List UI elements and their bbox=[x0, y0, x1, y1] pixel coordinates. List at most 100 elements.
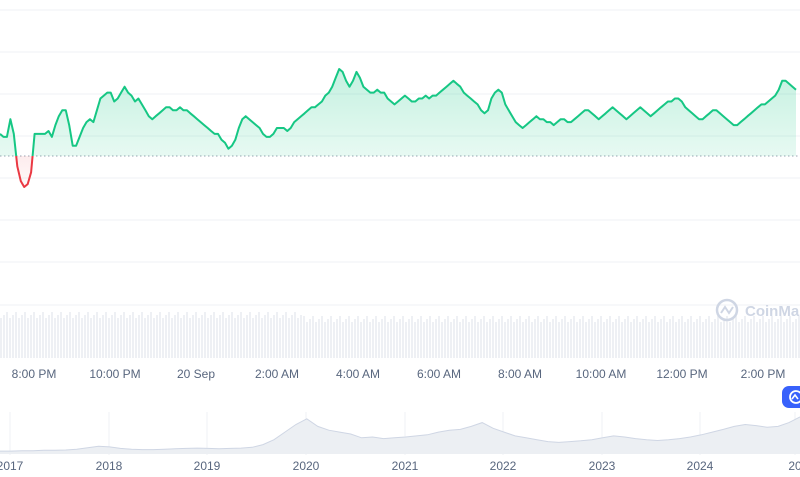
volume-bar bbox=[30, 315, 32, 358]
volume-bar bbox=[684, 322, 686, 358]
volume-bar bbox=[783, 322, 785, 358]
volume-bar bbox=[561, 319, 563, 358]
volume-bar bbox=[762, 316, 764, 358]
overview-tick-label: 2020 bbox=[293, 459, 320, 473]
volume-bar bbox=[177, 312, 179, 358]
overview-tick-label: 2017 bbox=[0, 459, 24, 473]
volume-bar bbox=[729, 322, 731, 358]
volume-bar bbox=[345, 319, 347, 358]
volume-bar bbox=[12, 315, 14, 358]
volume-bar bbox=[726, 316, 728, 358]
volume-bar bbox=[372, 319, 374, 358]
volume-bar bbox=[693, 322, 695, 358]
volume-bar bbox=[285, 312, 287, 358]
watermark: CoinMarketCap bbox=[715, 298, 800, 322]
volume-bar bbox=[714, 319, 716, 358]
volume-bar bbox=[390, 319, 392, 358]
chart-toggle-button[interactable] bbox=[782, 386, 800, 408]
volume-bar bbox=[144, 318, 146, 358]
volume-bar bbox=[741, 319, 743, 358]
volume-bar bbox=[378, 322, 380, 358]
volume-bar bbox=[696, 319, 698, 358]
volume-bar bbox=[363, 319, 365, 358]
volume-bar bbox=[15, 312, 17, 358]
volume-bar bbox=[351, 322, 353, 358]
volume-bar bbox=[540, 322, 542, 358]
volume-bar bbox=[564, 316, 566, 358]
volume-bar bbox=[195, 312, 197, 358]
volume-bar bbox=[75, 315, 77, 358]
volume-bar bbox=[753, 316, 755, 358]
x-tick-label: 8:00 AM bbox=[498, 367, 542, 381]
volume-bar bbox=[108, 318, 110, 358]
volume-bar bbox=[555, 316, 557, 358]
volume-bar bbox=[342, 322, 344, 358]
volume-bar bbox=[531, 322, 533, 358]
volume-bar bbox=[501, 316, 503, 358]
volume-bar bbox=[312, 316, 314, 358]
volume-bar bbox=[567, 322, 569, 358]
overview-tick-label: 20 bbox=[788, 459, 800, 473]
volume-bar bbox=[438, 316, 440, 358]
volume-bar bbox=[162, 318, 164, 358]
volume-bar bbox=[255, 315, 257, 358]
volume-bar bbox=[417, 319, 419, 358]
volume-bar bbox=[339, 316, 341, 358]
volume-bar bbox=[585, 322, 587, 358]
volume-bar bbox=[270, 318, 272, 358]
volume-bar bbox=[483, 316, 485, 358]
volume-bar bbox=[636, 316, 638, 358]
volume-bar bbox=[123, 312, 125, 358]
volume-bar bbox=[522, 322, 524, 358]
overview-area bbox=[0, 416, 800, 454]
volume-bar bbox=[747, 322, 749, 358]
volume-bar bbox=[765, 322, 767, 358]
volume-bar bbox=[306, 322, 308, 358]
volume-bar bbox=[735, 316, 737, 358]
volume-bar bbox=[36, 318, 38, 358]
volume-bar bbox=[774, 322, 776, 358]
volume-bar bbox=[261, 318, 263, 358]
volume-bar bbox=[57, 315, 59, 358]
volume-bar bbox=[582, 316, 584, 358]
volume-bar bbox=[648, 322, 650, 358]
volume-bar bbox=[462, 319, 464, 358]
volume-bar bbox=[93, 315, 95, 358]
volume-bar bbox=[588, 319, 590, 358]
volume-bar bbox=[279, 318, 281, 358]
volume-bar bbox=[240, 312, 242, 358]
volume-bar bbox=[576, 322, 578, 358]
overview-tick-label: 2019 bbox=[194, 459, 221, 473]
volume-bar bbox=[651, 319, 653, 358]
volume-bar bbox=[612, 322, 614, 358]
volume-bar bbox=[411, 316, 413, 358]
volume-bar bbox=[96, 312, 98, 358]
volume-bar bbox=[768, 319, 770, 358]
x-tick-label: 12:00 PM bbox=[656, 367, 707, 381]
volume-bar bbox=[642, 319, 644, 358]
volume-bar bbox=[732, 319, 734, 358]
volume-bar bbox=[594, 322, 596, 358]
volume-bar bbox=[486, 322, 488, 358]
volume-bar bbox=[135, 318, 137, 358]
volume-bar bbox=[477, 322, 479, 358]
volume-bar bbox=[669, 319, 671, 358]
coinmarketcap-logo-icon bbox=[715, 298, 739, 322]
overview-chart[interactable]: 2017 2018 2019 2020 2021 2022 2023 2024 20 bbox=[0, 412, 800, 473]
volume-bar bbox=[9, 318, 11, 358]
volume-bar bbox=[234, 318, 236, 358]
volume-bar bbox=[516, 319, 518, 358]
volume-bar bbox=[84, 315, 86, 358]
volume-bar bbox=[414, 322, 416, 358]
volume-bar bbox=[147, 315, 149, 358]
volume-bar bbox=[609, 316, 611, 358]
volume-bar bbox=[699, 316, 701, 358]
volume-bar bbox=[369, 322, 371, 358]
volume-bar bbox=[546, 316, 548, 358]
volume-bar bbox=[249, 312, 251, 358]
volume-bar bbox=[639, 322, 641, 358]
volume-bar bbox=[111, 315, 113, 358]
grid-lines bbox=[0, 9, 800, 306]
volume-bar bbox=[267, 312, 269, 358]
volume-bar bbox=[657, 322, 659, 358]
